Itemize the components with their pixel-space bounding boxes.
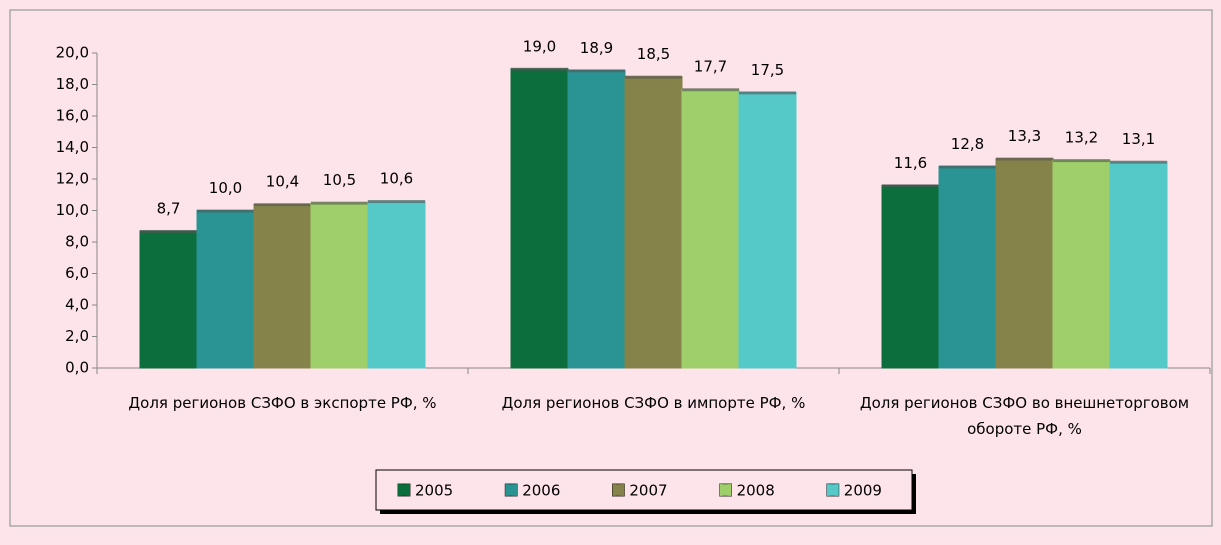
bar-shade	[939, 166, 996, 368]
value-label: 10,4	[266, 173, 299, 191]
value-label: 10,6	[380, 170, 413, 188]
bar-shade	[568, 70, 625, 368]
legend-label: 2008	[737, 482, 775, 500]
legend-label: 2009	[844, 482, 882, 500]
y-tick-label: 16,0	[56, 107, 89, 125]
bar-shade	[311, 202, 368, 368]
value-label: 17,7	[694, 58, 727, 76]
bar-shade	[197, 210, 254, 368]
value-label: 13,3	[1008, 127, 1041, 145]
value-label: 12,8	[951, 135, 984, 153]
y-tick-label: 8,0	[65, 233, 89, 251]
y-tick-label: 4,0	[65, 296, 89, 314]
legend-swatch-shade	[719, 484, 732, 496]
bar-top	[682, 88, 739, 92]
bar-top	[1110, 160, 1167, 164]
y-tick-label: 18,0	[56, 75, 89, 93]
bar-shade	[739, 92, 796, 368]
y-tick-label: 2,0	[65, 327, 89, 345]
legend-label: 2007	[629, 482, 667, 500]
bar-top	[368, 200, 425, 204]
x-tick-label: Доля регионов СЗФО в импорте РФ, %	[501, 394, 806, 412]
y-tick-label: 10,0	[56, 201, 89, 219]
value-label: 18,5	[637, 45, 670, 63]
bar-shade	[140, 230, 197, 368]
legend-swatch-shade	[505, 484, 518, 496]
bar-shade	[882, 185, 939, 368]
value-label: 10,5	[323, 171, 356, 189]
bar-top	[197, 209, 254, 213]
y-tick-label: 0,0	[65, 359, 89, 377]
bar-top	[568, 69, 625, 73]
bar-shade	[368, 201, 425, 368]
value-label: 19,0	[523, 37, 556, 55]
value-label: 8,7	[157, 199, 181, 217]
bar-top	[140, 229, 197, 233]
legend	[375, 469, 913, 511]
bar-top	[939, 165, 996, 169]
bar-shade	[996, 158, 1053, 368]
bar-shade	[254, 204, 311, 368]
x-tick-label: Доля регионов СЗФО в экспорте РФ, %	[128, 394, 437, 412]
chart-border	[9, 9, 1213, 527]
value-label: 11,6	[894, 154, 927, 172]
y-tick-label: 14,0	[56, 138, 89, 156]
bar-shade	[682, 89, 739, 368]
value-label: 13,1	[1122, 130, 1155, 148]
legend-label: 2006	[522, 482, 560, 500]
x-tick-label: Доля регионов СЗФО во внешнеторговом обо…	[859, 394, 1190, 438]
bar-shade	[1110, 161, 1167, 368]
bar-top	[1053, 159, 1110, 163]
bar-shade	[625, 76, 682, 368]
bar-shade	[511, 68, 568, 368]
bar-top	[254, 203, 311, 207]
value-label: 13,2	[1065, 129, 1098, 147]
bar-top	[739, 91, 796, 95]
bar-top	[311, 201, 368, 205]
bar-top	[625, 75, 682, 79]
bar-top	[882, 184, 939, 188]
legend-swatch-shade	[398, 484, 410, 496]
y-tick-label: 20,0	[56, 44, 89, 62]
bar-top	[996, 157, 1053, 161]
bar-shade	[1053, 160, 1110, 368]
legend-swatch-shade	[826, 484, 839, 496]
legend-swatch-shade	[612, 484, 625, 496]
value-label: 10,0	[209, 179, 242, 197]
value-label: 17,5	[751, 61, 784, 79]
value-label: 18,9	[580, 39, 613, 57]
y-tick-label: 12,0	[56, 170, 89, 188]
legend-label: 2005	[415, 482, 453, 500]
bar-top	[511, 67, 568, 71]
y-tick-label: 6,0	[65, 264, 89, 282]
